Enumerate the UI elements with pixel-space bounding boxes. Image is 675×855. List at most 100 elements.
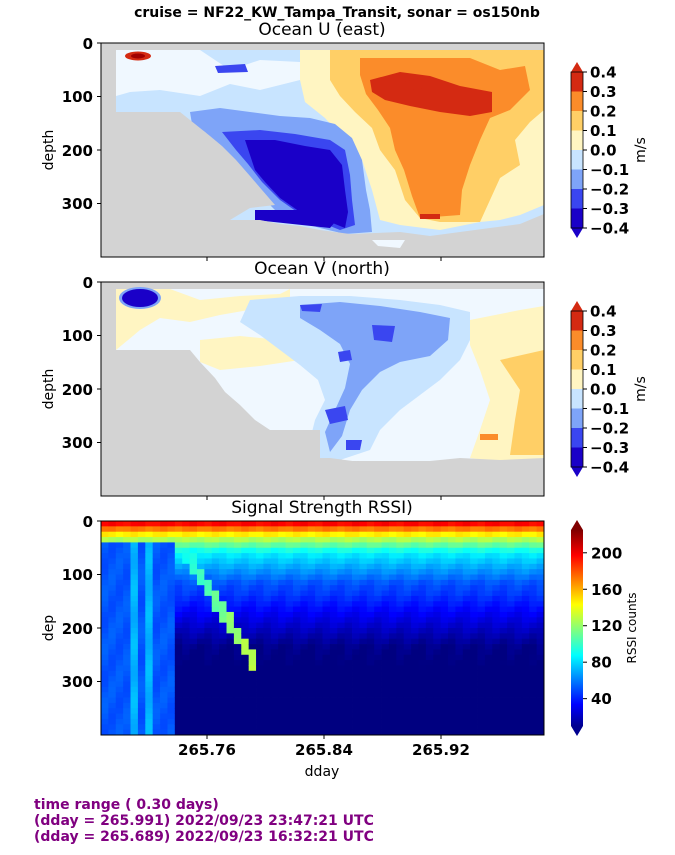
rssi-cell xyxy=(492,622,501,629)
rssi-cell xyxy=(167,590,176,597)
rssi-cell xyxy=(536,729,545,736)
rssi-cell xyxy=(499,681,508,688)
rssi-cell xyxy=(152,708,161,714)
rssi-cell xyxy=(211,665,220,672)
rssi-cell xyxy=(499,729,508,736)
rssi-cell xyxy=(374,665,382,672)
rssi-cell xyxy=(440,622,449,629)
rssi-cell xyxy=(388,628,397,634)
rssi-cell xyxy=(418,542,427,549)
rssi-cell xyxy=(300,638,309,645)
rssi-cell xyxy=(359,563,368,570)
rssi-cell xyxy=(226,569,235,575)
rssi-cell xyxy=(300,601,309,607)
rssi-cell xyxy=(292,633,301,640)
rssi-cell xyxy=(115,729,124,736)
rssi-cell xyxy=(196,531,205,538)
rssi-cell xyxy=(329,553,338,559)
rssi-cell xyxy=(204,628,213,634)
rssi-cell xyxy=(344,654,353,661)
rssi-cell xyxy=(455,595,464,602)
rssi-cell xyxy=(381,681,390,688)
rssi-cell xyxy=(233,590,242,597)
rssi-cell xyxy=(521,590,530,597)
rssi-cell xyxy=(507,718,515,725)
rssi-cell xyxy=(123,628,131,634)
rssi-cell xyxy=(507,558,515,565)
rssi-cell xyxy=(329,601,338,607)
rssi-cell xyxy=(381,526,390,533)
rssi-cell xyxy=(219,617,227,624)
rssi-cell xyxy=(101,553,109,559)
rssi-cell xyxy=(167,574,176,581)
rssi-cell xyxy=(263,585,272,591)
rssi-cell xyxy=(241,617,250,624)
rssi-cell xyxy=(307,590,316,597)
rssi-cell xyxy=(130,713,139,720)
rssi-cell xyxy=(219,729,227,736)
rssi-cell xyxy=(137,590,146,597)
rssi-cell xyxy=(322,585,331,591)
rssi-cell xyxy=(174,606,183,613)
rssi-cell xyxy=(374,724,382,731)
rssi-cell xyxy=(204,611,213,618)
rssi-cell xyxy=(300,590,309,597)
rssi-cell xyxy=(521,547,530,554)
rssi-cell xyxy=(507,644,515,650)
rssi-cell xyxy=(204,553,213,559)
rssi-cell xyxy=(374,558,382,565)
rssi-cell xyxy=(521,617,530,624)
rssi-cell xyxy=(492,649,501,656)
rssi-cell xyxy=(182,563,190,570)
rssi-cell xyxy=(359,649,368,656)
rssi-cell xyxy=(352,681,360,688)
rssi-cell xyxy=(219,724,227,731)
rssi-cell xyxy=(499,521,508,527)
rssi-cell xyxy=(278,676,286,682)
rssi-cell xyxy=(248,537,257,543)
rssi-cell xyxy=(403,638,412,645)
rssi-cell xyxy=(388,617,397,624)
rssi-cell xyxy=(440,702,449,709)
rssi-cell xyxy=(462,654,471,661)
rssi-cell xyxy=(470,670,478,677)
rssi-cell xyxy=(160,569,168,575)
rssi-cell xyxy=(536,708,545,714)
rssi-cell xyxy=(174,585,183,591)
rssi-cell xyxy=(322,686,331,693)
rssi-cell xyxy=(270,563,279,570)
rssi-cell xyxy=(499,628,508,634)
rssi-cell xyxy=(477,531,486,538)
rssi-cell xyxy=(448,670,456,677)
rssi-cell xyxy=(270,537,279,543)
rssi-cell xyxy=(425,521,434,527)
rssi-cell xyxy=(507,622,515,629)
panel-u-colorbar-tick: 0.2 xyxy=(590,103,617,121)
rssi-cell xyxy=(174,692,183,698)
rssi-cell xyxy=(455,542,464,549)
rssi-cell xyxy=(329,622,338,629)
rssi-cell xyxy=(115,601,124,607)
rssi-cell xyxy=(278,542,286,549)
rssi-cell xyxy=(403,713,412,720)
rssi-cell xyxy=(137,708,146,714)
rssi-cell xyxy=(418,606,427,613)
rssi-cell xyxy=(300,569,309,575)
rssi-cell xyxy=(285,654,294,661)
rssi-cell xyxy=(137,617,146,624)
rssi-cell xyxy=(366,686,375,693)
rssi-cell xyxy=(182,649,190,656)
rssi-cell xyxy=(130,622,139,629)
rssi-cell xyxy=(300,628,309,634)
rssi-cell xyxy=(514,676,523,682)
rssi-cell xyxy=(529,670,538,677)
rssi-cell xyxy=(366,611,375,618)
rssi-cell xyxy=(411,595,419,602)
rssi-cell xyxy=(285,542,294,549)
rssi-cell xyxy=(226,708,235,714)
rssi-cell xyxy=(130,595,139,602)
rssi-cell xyxy=(396,526,405,533)
rssi-cell xyxy=(285,724,294,731)
rssi-cell xyxy=(182,553,190,559)
